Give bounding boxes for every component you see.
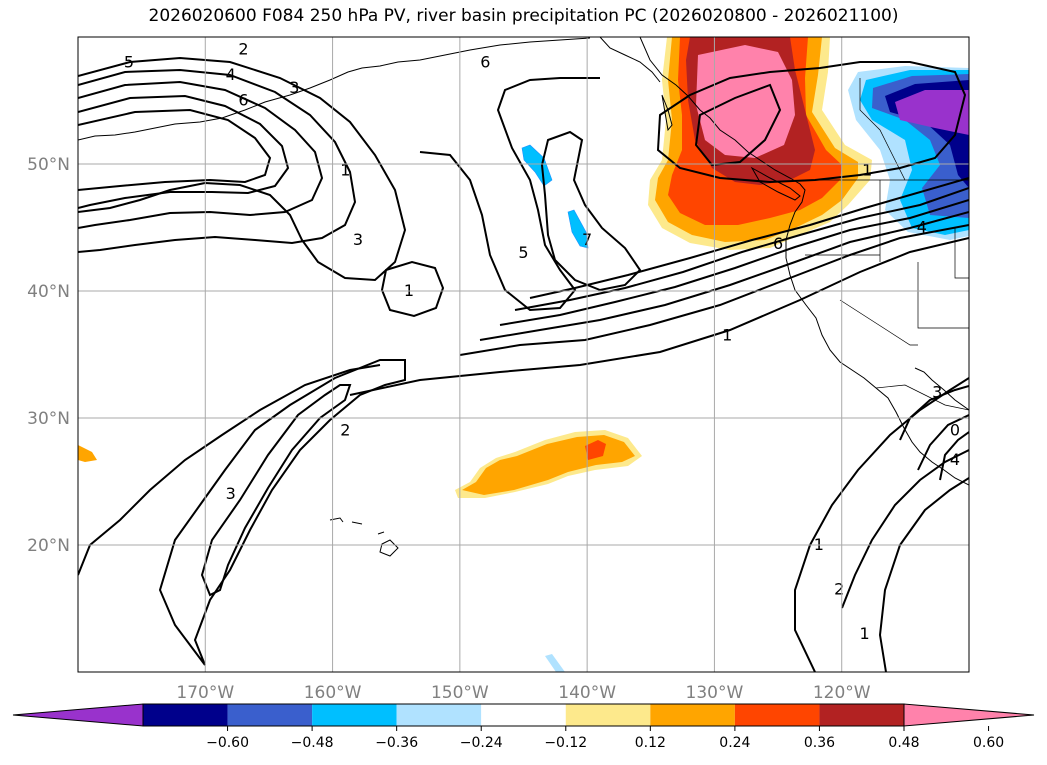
colorbar-segment xyxy=(312,704,397,726)
x-tick-label: 170°W xyxy=(176,683,234,703)
colorbar-tick-label: 0.36 xyxy=(804,735,835,751)
contour-label: 1 xyxy=(862,160,872,179)
contour-label: 4 xyxy=(226,65,236,84)
map-figure: 52436613157 611423304121 170°W 160°W 150°W 1… xyxy=(0,0,1047,765)
y-axis-ticks: 50°N 40°N 30°N 20°N xyxy=(27,155,70,556)
y-tick-label: 50°N xyxy=(27,155,70,175)
contour-label: 5 xyxy=(518,243,528,262)
colorbar-tick-label: −0.48 xyxy=(291,735,334,751)
colorbar-segment xyxy=(566,704,651,726)
contour-label: 4 xyxy=(950,450,960,469)
contour-label: 0 xyxy=(950,421,960,440)
contour-label: 3 xyxy=(289,78,299,97)
x-tick-label: 120°W xyxy=(813,683,871,703)
colorbar: −0.60 −0.48 −0.36 −0.24 −0.12 0.12 0.24 0.36 0.4… xyxy=(13,704,1034,751)
x-tick-label: 150°W xyxy=(431,683,489,703)
precip-fill-pos-max xyxy=(696,45,795,158)
x-tick-label: 140°W xyxy=(558,683,616,703)
contour-label: 4 xyxy=(917,218,927,237)
colorbar-segment xyxy=(228,704,313,726)
colorbar-tick-label: −0.12 xyxy=(544,735,587,751)
colorbar-tick-label: −0.60 xyxy=(206,735,249,751)
y-tick-label: 20°N xyxy=(27,536,70,556)
contour-label: 5 xyxy=(124,52,134,71)
contour-label: 6 xyxy=(773,234,783,253)
contour-label: 6 xyxy=(480,52,490,71)
colorbar-tick-label: −0.24 xyxy=(460,735,503,751)
y-tick-label: 30°N xyxy=(27,409,70,429)
contour-label: 3 xyxy=(353,230,363,249)
colorbar-segment xyxy=(735,704,820,726)
colorbar-extend-high xyxy=(904,704,1034,726)
contour-label: 3 xyxy=(226,484,236,503)
contour-label: 2 xyxy=(340,421,350,440)
colorbar-segment xyxy=(481,704,566,726)
colorbar-segment xyxy=(397,704,482,726)
colorbar-extend-low xyxy=(13,704,143,726)
colorbar-segment xyxy=(819,704,904,726)
y-tick-label: 40°N xyxy=(27,282,70,302)
colorbar-segment xyxy=(143,704,228,726)
contour-label: 1 xyxy=(340,160,350,179)
colorbar-tick-label: 0.24 xyxy=(719,735,750,751)
contour-label: 2 xyxy=(238,40,248,59)
colorbar-tick-label: 0.48 xyxy=(888,735,919,751)
colorbar-tick-label: −0.36 xyxy=(375,735,418,751)
x-axis-ticks: 170°W 160°W 150°W 140°W 130°W 120°W xyxy=(176,683,870,703)
contour-label: 2 xyxy=(834,579,844,598)
colorbar-tick-label: 0.60 xyxy=(973,735,1004,751)
colorbar-segment xyxy=(650,704,735,726)
x-tick-label: 130°W xyxy=(686,683,744,703)
colorbar-tick-label: 0.12 xyxy=(635,735,666,751)
x-tick-label: 160°W xyxy=(304,683,362,703)
contour-label: 3 xyxy=(932,383,942,402)
contour-label: 1 xyxy=(722,325,732,344)
contour-label: 6 xyxy=(238,91,248,110)
contour-label: 1 xyxy=(860,624,870,643)
